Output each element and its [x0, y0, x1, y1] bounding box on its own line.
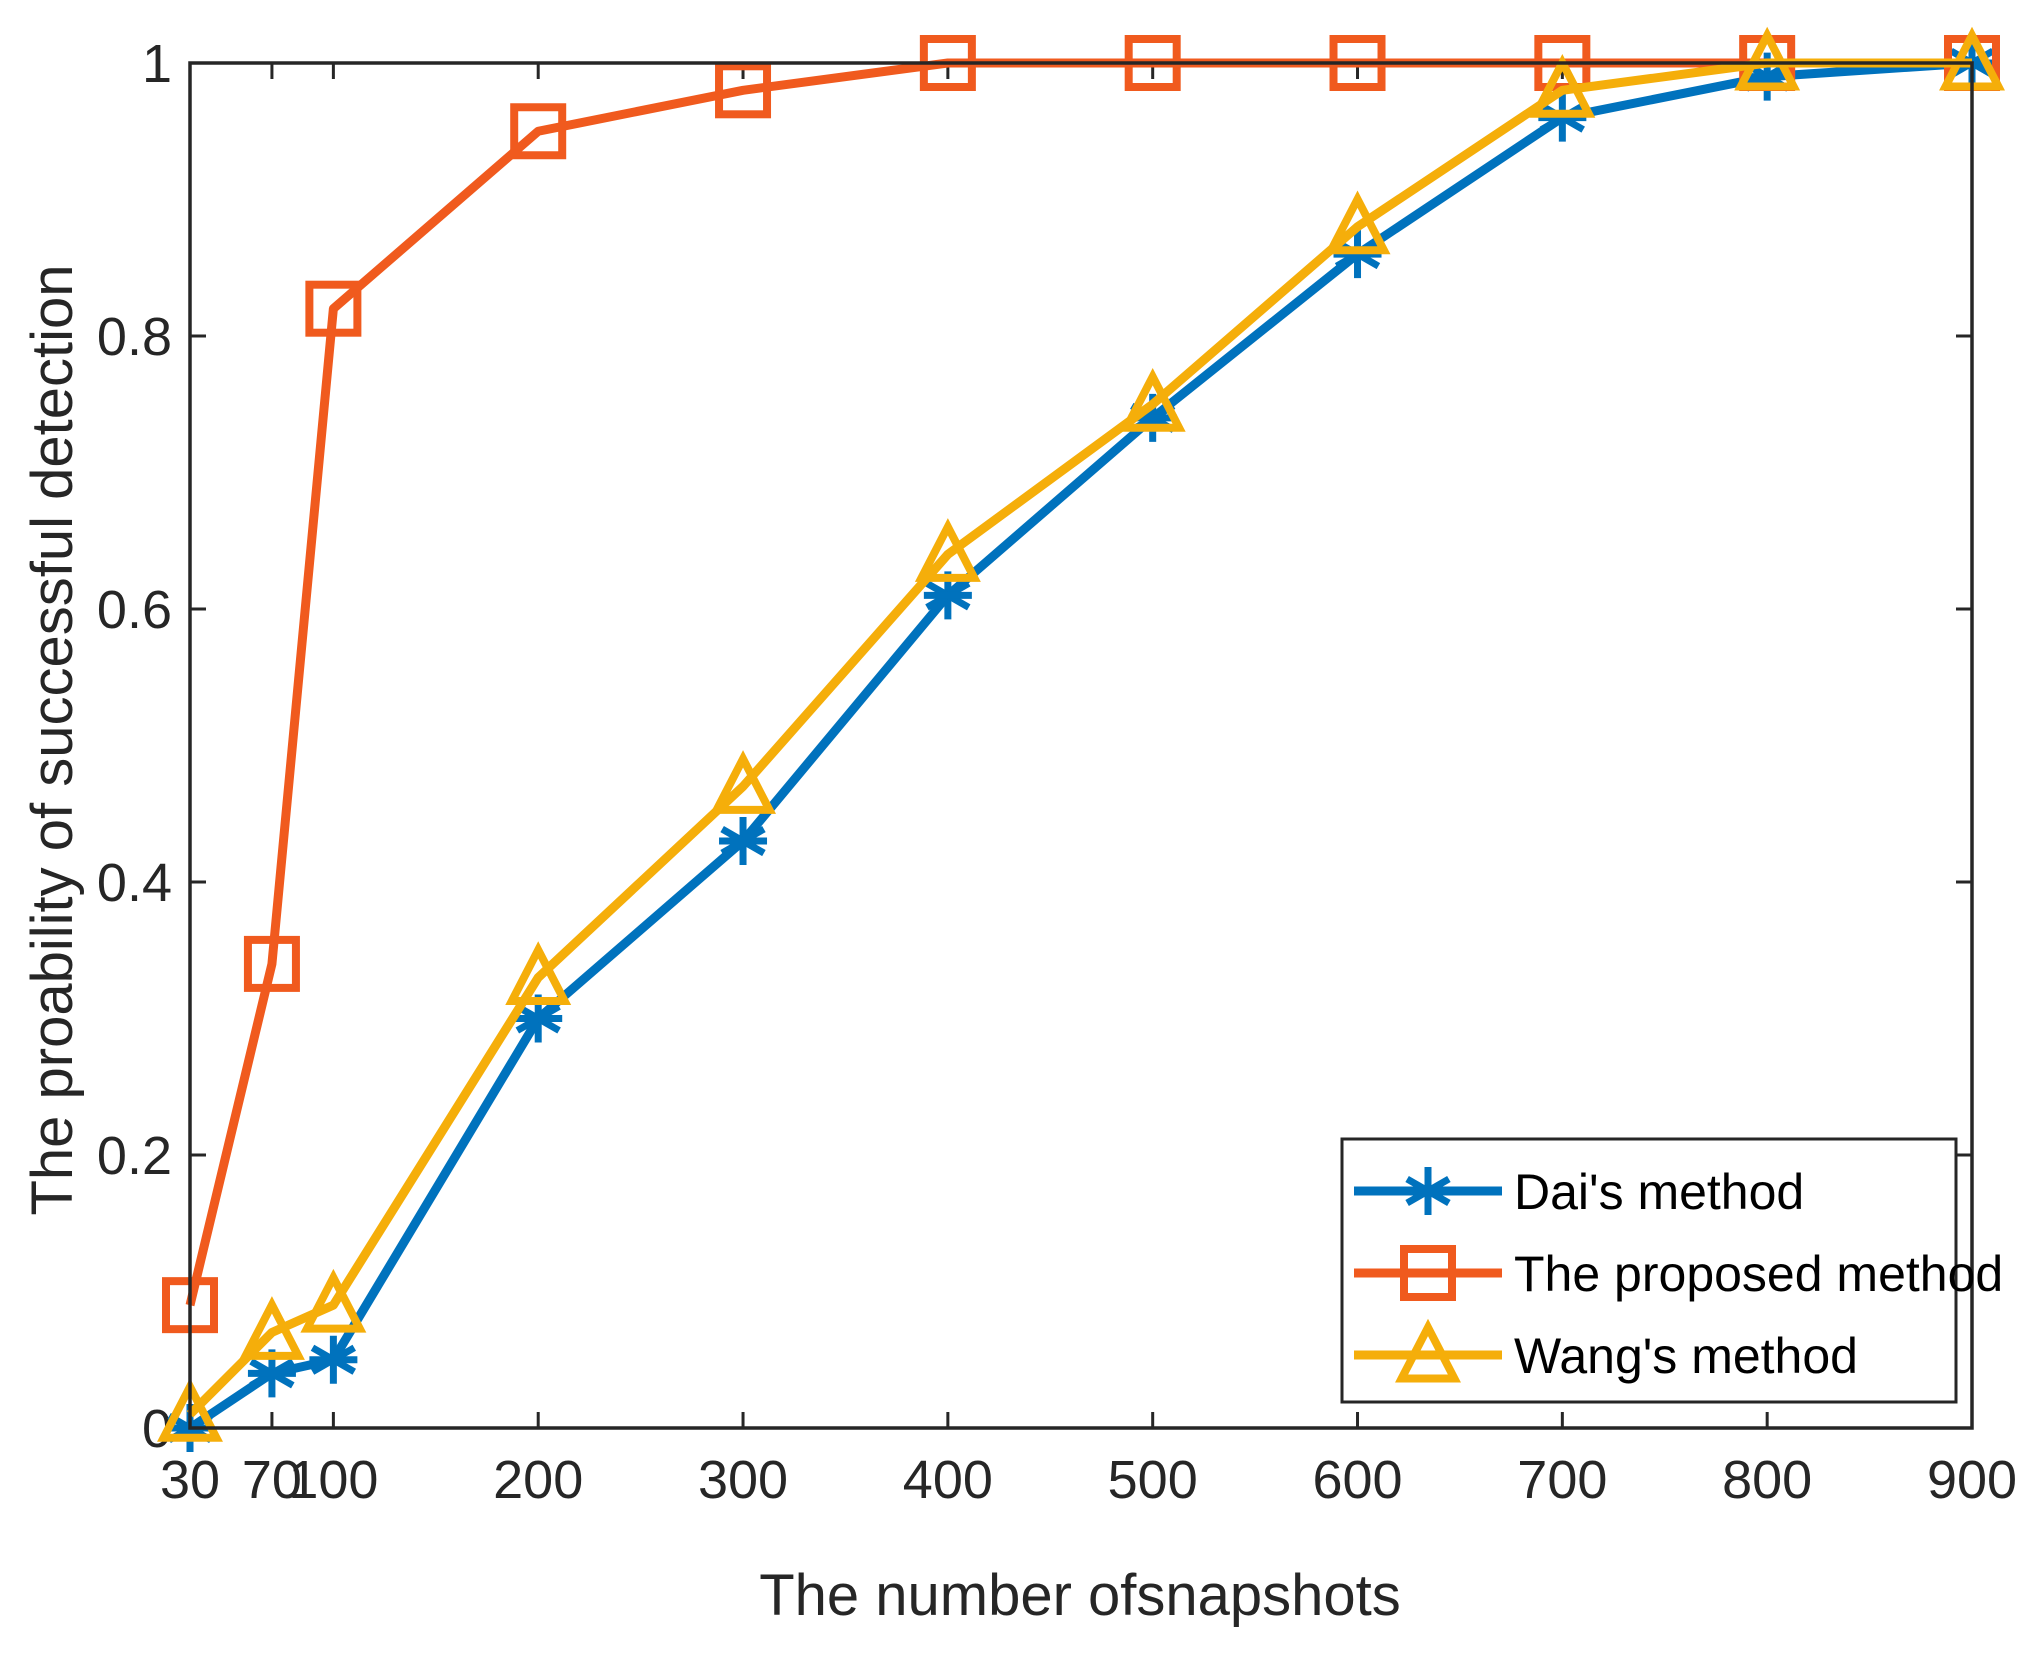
y-tick-label: 1: [142, 34, 172, 94]
y-axis-label: The proability of successful detection: [20, 264, 85, 1215]
legend-label: Wang's method: [1514, 1328, 1858, 1384]
legend-entry: Dai's method: [1354, 1164, 1804, 1220]
axes-frame: [188, 61, 1974, 1430]
axes-box: [188, 61, 1974, 1430]
legend-entry: Wang's method: [1354, 1318, 1858, 1384]
data-point-square: [510, 103, 567, 160]
x-tick-label: 100: [288, 1450, 378, 1510]
x-axis-label: The number ofsnapshots: [759, 1563, 1401, 1628]
x-tick-label: 30: [160, 1450, 220, 1510]
data-point-triangle: [238, 1296, 305, 1360]
x-tick-label: 800: [1722, 1450, 1812, 1510]
data-point-square: [305, 280, 362, 337]
legend-label: Dai's method: [1514, 1164, 1804, 1220]
legend-entry: The proposed method: [1354, 1245, 2003, 1302]
legend-marker-asterisk: [1404, 1167, 1452, 1215]
y-tick-label: 0.8: [97, 307, 172, 367]
legend-marker-triangle: [1395, 1318, 1461, 1383]
x-tick-label: 500: [1108, 1450, 1198, 1510]
x-tick-label: 900: [1927, 1450, 2017, 1510]
x-tick-label: 400: [903, 1450, 993, 1510]
data-point-triangle: [1119, 367, 1186, 432]
legend-marker-square: [1400, 1245, 1456, 1301]
x-tick-label: 200: [493, 1450, 583, 1510]
x-tick-label: 600: [1312, 1450, 1402, 1510]
data-point-square: [243, 935, 300, 992]
legend-label: The proposed method: [1514, 1246, 2003, 1302]
data-point-triangle: [505, 941, 572, 1006]
data-point-asterisk: [719, 817, 768, 866]
legend: Dai's method The proposed method Wang's me…: [1340, 1137, 2003, 1404]
data-point-triangle: [1324, 190, 1391, 255]
y-tick-label: 0.2: [97, 1126, 172, 1186]
x-tick-label: 700: [1517, 1450, 1607, 1510]
data-point-triangle: [914, 518, 981, 582]
data-point-triangle: [1529, 53, 1596, 118]
y-tick-label: 0.6: [97, 580, 172, 640]
y-tick-label: 0.4: [97, 853, 172, 913]
data-point-triangle: [710, 750, 777, 814]
data-point-triangle: [157, 1378, 223, 1442]
data-point-asterisk: [309, 1335, 358, 1384]
data-point-triangle: [300, 1268, 367, 1333]
data-point-square: [715, 62, 772, 119]
data-point-triangle: [1734, 26, 1801, 91]
x-tick-label: 70: [242, 1450, 302, 1510]
x-tick-label: 300: [698, 1450, 788, 1510]
